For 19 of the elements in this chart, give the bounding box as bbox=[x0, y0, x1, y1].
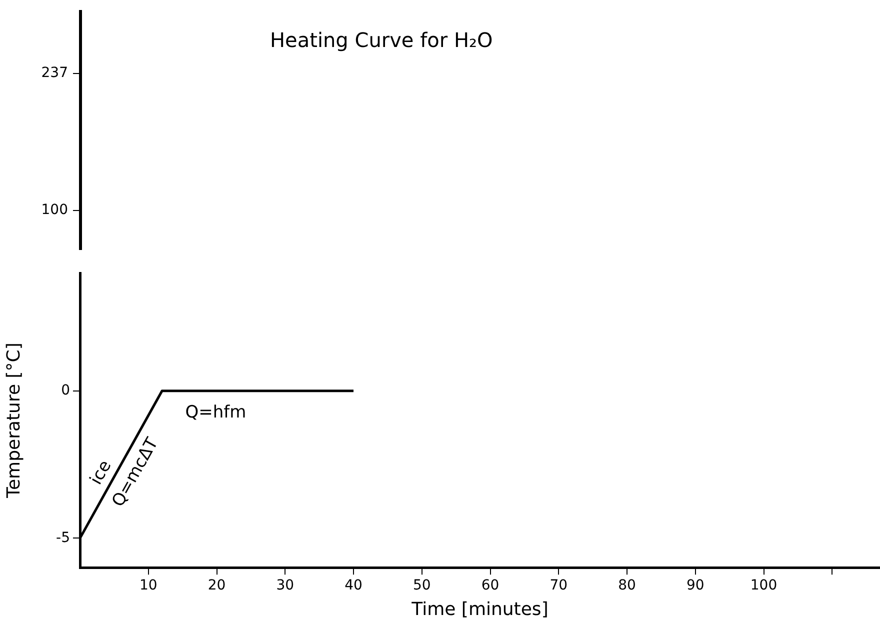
x-tick-label: 20 bbox=[208, 578, 226, 594]
x-axis-title: Time [minutes] bbox=[410, 598, 548, 620]
text: 100 bbox=[41, 202, 68, 218]
text: 237 bbox=[41, 65, 68, 81]
y-tick-label: 0 bbox=[61, 382, 70, 398]
x-tick-label: 10 bbox=[139, 578, 158, 594]
text: Heating Curve for H₂O bbox=[270, 28, 493, 52]
x-tick-label: 80 bbox=[618, 578, 636, 594]
x-tick-label: 60 bbox=[481, 578, 500, 594]
x-tick-label: 100 bbox=[750, 578, 778, 594]
x-tick-label: 90 bbox=[686, 578, 704, 594]
x-tick-label: 70 bbox=[550, 578, 568, 594]
x-tick-label: 50 bbox=[412, 578, 431, 594]
y-axis-title: Temperature [°C] bbox=[3, 342, 24, 499]
x-tick-label: 40 bbox=[344, 578, 362, 594]
y-tick-label: -5 bbox=[56, 530, 70, 546]
x-tick-label: 30 bbox=[276, 578, 294, 594]
annotation: Q=hfm bbox=[185, 402, 246, 422]
annotation: ice bbox=[86, 457, 116, 488]
